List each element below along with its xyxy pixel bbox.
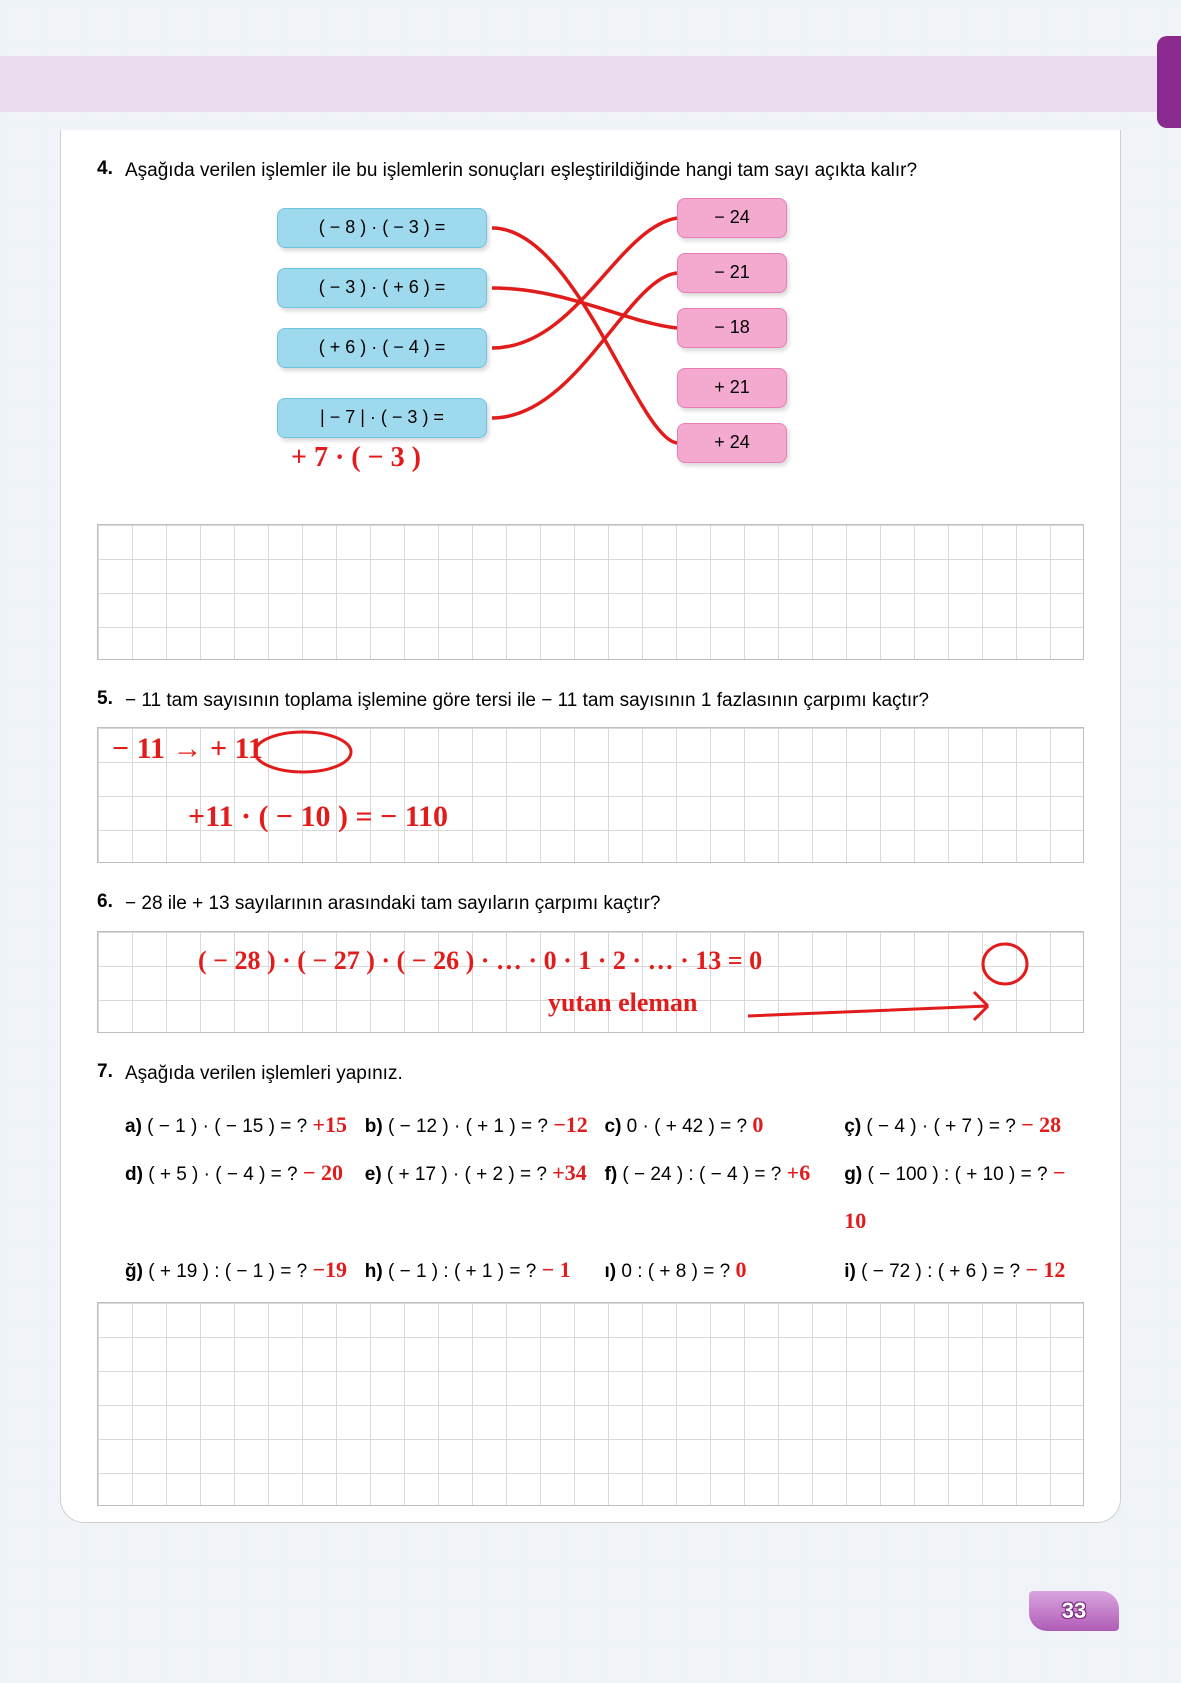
q4-rhs-4: + 24 — [677, 423, 787, 463]
q4-lhs-2: ( + 6 ) · ( − 4 ) = — [277, 328, 487, 368]
q6-zero-circle — [973, 940, 1043, 990]
q4-rhs-2: − 18 — [677, 308, 787, 348]
q7-item-d: d) ( + 5 ) · ( − 4 ) = ? − 20 — [125, 1149, 365, 1246]
q4-answer-grid — [97, 524, 1084, 660]
q7-item-ç: ç) ( − 4 ) · ( + 7 ) = ? − 28 — [844, 1101, 1084, 1149]
q6-hand-line1: ( − 28 ) · ( − 27 ) · ( − 26 ) · … · 0 ·… — [198, 946, 762, 976]
q7: 7. Aşağıda verilen işlemleri yapınız. — [97, 1061, 1084, 1087]
q5-text: − 11 tam sayısının toplama işlemine göre… — [125, 688, 929, 714]
header-banner — [0, 56, 1181, 112]
q5-answer-grid: − 11 → + 11 +11 · ( − 10 ) = − 110 — [97, 727, 1084, 863]
q7-item-ğ: ğ) ( + 19 ) : ( − 1 ) = ? −19 — [125, 1246, 365, 1294]
q6-hand-line2: yutan eleman — [548, 988, 698, 1018]
q7-item-f: f) ( − 24 ) : ( − 4 ) = ? +6 — [605, 1149, 845, 1246]
q4-matching: ( − 8 ) · ( − 3 ) = ( − 3 ) · ( + 6 ) = ( … — [277, 198, 1084, 518]
q6-text: − 28 ile + 13 sayılarının arasındaki tam… — [125, 891, 660, 917]
q5-hand-line1: − 11 → + 11 — [112, 732, 263, 766]
q4-lhs-3: | − 7 | · ( − 3 ) = — [277, 398, 487, 438]
q7-item-a: a) ( − 1 ) · ( − 15 ) = ? +15 — [125, 1101, 365, 1149]
q4-number: 4. — [97, 158, 125, 184]
q5-number: 5. — [97, 688, 125, 714]
q4-rhs-1: − 21 — [677, 253, 787, 293]
q7-item-e: e) ( + 17 ) · ( + 2 ) = ? +34 — [365, 1149, 605, 1246]
q6-arrow — [738, 986, 1018, 1034]
q7-item-c: c) 0 · ( + 42 ) = ? 0 — [605, 1101, 845, 1149]
q5-hand-line2: +11 · ( − 10 ) = − 110 — [188, 800, 448, 834]
q7-text: Aşağıda verilen işlemleri yapınız. — [125, 1061, 403, 1087]
q7-number: 7. — [97, 1061, 125, 1087]
worksheet: 4. Aşağıda verilen işlemler ile bu işlem… — [60, 130, 1121, 1523]
q5-hand-circle — [248, 730, 368, 774]
q4: 4. Aşağıda verilen işlemler ile bu işlem… — [97, 158, 1084, 184]
q7-item-i: i) ( − 72 ) : ( + 6 ) = ? − 12 — [844, 1246, 1084, 1294]
q6-number: 6. — [97, 891, 125, 917]
q4-text: Aşağıda verilen işlemler ile bu işlemler… — [125, 158, 917, 184]
q7-item-g: g) ( − 100 ) : ( + 10 ) = ? − 10 — [844, 1149, 1084, 1246]
q7-answer-grid — [97, 1302, 1084, 1506]
q7-item-ı: ı) 0 : ( + 8 ) = ? 0 — [605, 1246, 845, 1294]
q4-lhs-1: ( − 3 ) · ( + 6 ) = — [277, 268, 487, 308]
q6-answer-grid: ( − 28 ) · ( − 27 ) · ( − 26 ) · … · 0 ·… — [97, 931, 1084, 1033]
q4-leftover-handwriting: + 7 · ( − 3 ) — [291, 442, 421, 474]
q4-rhs-3: + 21 — [677, 368, 787, 408]
q7-subitems: a) ( − 1 ) · ( − 15 ) = ? +15b) ( − 12 )… — [125, 1101, 1084, 1295]
q4-rhs-0: − 24 — [677, 198, 787, 238]
q7-item-b: b) ( − 12 ) · ( + 1 ) = ? −12 — [365, 1101, 605, 1149]
q7-item-h: h) ( − 1 ) : ( + 1 ) = ? − 1 — [365, 1246, 605, 1294]
side-tab — [1157, 36, 1181, 128]
q4-lhs-0: ( − 8 ) · ( − 3 ) = — [277, 208, 487, 248]
page-number: 33 — [1029, 1591, 1119, 1631]
q5: 5. − 11 tam sayısının toplama işlemine g… — [97, 688, 1084, 714]
q6: 6. − 28 ile + 13 sayılarının arasındaki … — [97, 891, 1084, 917]
